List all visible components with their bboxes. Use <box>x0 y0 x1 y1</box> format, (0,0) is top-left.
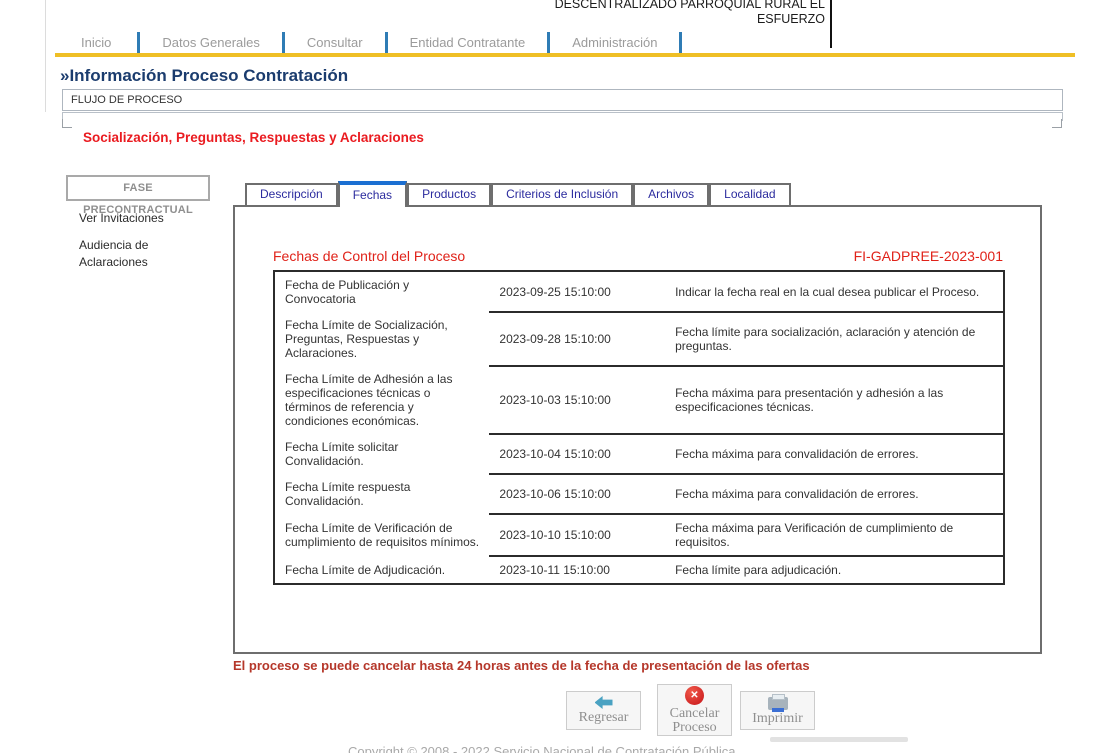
flujo-de-proceso-header: FLUJO DE PROCESO <box>62 89 1063 111</box>
row-label: Fecha de Publicación y Convocatoria <box>285 278 410 306</box>
nav-item-consultar[interactable]: Consultar <box>306 34 363 50</box>
table-row: Fecha Límite de Adjudicación. 2023-10-11… <box>274 555 1004 584</box>
tab-descripcion[interactable]: Descripción <box>245 183 338 207</box>
row-description: Indicar la fecha real en la cual desea p… <box>675 284 980 299</box>
table-row: Fecha Límite de Socialización, Preguntas… <box>274 311 1004 366</box>
print-button[interactable]: Imprimir <box>740 691 815 730</box>
row-date: 2023-10-04 15:10:00 <box>489 433 666 474</box>
row-date: 2023-10-11 15:10:00 <box>489 555 666 584</box>
panel-corner-right <box>1052 119 1062 128</box>
nav-separator <box>547 31 551 53</box>
row-label: Fecha Límite de Verificación de cumplimi… <box>285 521 480 549</box>
copyright-text: Copyright © 2008 - 2022 Servicio Naciona… <box>348 744 740 753</box>
back-button[interactable]: Regresar <box>566 691 641 730</box>
row-description: Fecha máxima para convalidación de error… <box>665 473 1004 514</box>
printer-icon <box>767 694 788 712</box>
row-date: 2023-10-03 15:10:00 <box>489 365 666 434</box>
cancel-warning-text: El proceso se puede cancelar hasta 24 ho… <box>233 658 810 673</box>
tab-bar: Descripción Fechas Productos Criterios d… <box>245 181 791 207</box>
nav-separator <box>384 31 388 53</box>
page-title: »Información Proceso Contratación <box>60 66 349 85</box>
row-label: Fecha Límite respuesta Convalidación. <box>285 480 411 508</box>
process-code: FI-GADPREE-2023-001 <box>853 248 1003 264</box>
row-description: Fecha máxima para presentación y adhesió… <box>665 365 1004 434</box>
row-description: Fecha máxima para convalidación de error… <box>665 433 1004 474</box>
dates-heading: Fechas de Control del Proceso <box>273 248 466 264</box>
container-edge-line <box>45 0 46 112</box>
row-label: Fecha Límite de Adhesión a las especific… <box>285 372 453 428</box>
row-label: Fecha Límite de Socialización, Preguntas… <box>285 318 448 360</box>
table-row: Fecha Límite de Verificación de cumplimi… <box>274 513 1004 556</box>
row-description: Fecha límite para adjudicación. <box>665 555 1004 584</box>
dates-table: Fecha de Publicación y Convocatoria 2023… <box>273 270 1005 585</box>
cancel-process-button[interactable]: ✕ Cancelar Proceso <box>657 684 732 736</box>
nav-item-entidad-contratante[interactable]: Entidad Contratante <box>409 34 526 50</box>
row-label: Fecha Límite de Adjudicación. <box>285 562 446 577</box>
nav-separator <box>137 31 141 53</box>
row-date: 2023-09-28 15:10:00 <box>489 311 666 366</box>
main-nav: Inicio Datos Generales Consultar Entidad… <box>55 31 683 53</box>
header-divider-bar <box>830 0 832 48</box>
nav-item-datos-generales[interactable]: Datos Generales <box>162 34 260 50</box>
back-button-label: Regresar <box>578 710 629 725</box>
row-label: Fecha Límite solicitar Convalidación. <box>285 440 399 468</box>
panel-top-border <box>62 112 1063 121</box>
print-button-label: Imprimir <box>752 711 803 726</box>
sidebar-item-audiencia-aclaraciones[interactable]: Audiencia de Aclaraciones <box>79 238 149 269</box>
fase-precontractual-label: FASE PRECONTRACTUAL <box>66 175 210 216</box>
tab-criterios-inclusion[interactable]: Criterios de Inclusión <box>491 183 634 207</box>
section-title: Socialización, Preguntas, Respuestas y A… <box>83 130 424 145</box>
nav-underline-bar <box>55 53 1075 57</box>
panel-corner-left <box>62 119 72 128</box>
tab-archivos[interactable]: Archivos <box>633 183 710 207</box>
tab-fechas[interactable]: Fechas <box>337 181 408 207</box>
nav-item-inicio[interactable]: Inicio <box>81 34 112 50</box>
row-description: Fecha límite para socialización, aclarac… <box>665 311 1004 366</box>
cancel-button-label: Cancelar Proceso <box>669 705 720 735</box>
tab-localidad[interactable]: Localidad <box>709 183 791 207</box>
footer-divider <box>770 737 908 742</box>
entity-name: DESCENTRALIZADO PARROQUIAL RURAL EL ESFU… <box>554 0 825 26</box>
row-date: 2023-09-25 15:10:00 <box>499 284 611 299</box>
nav-separator <box>679 31 683 53</box>
row-date: 2023-10-06 15:10:00 <box>489 473 666 514</box>
sidebar-item-ver-invitaciones[interactable]: Ver Invitaciones <box>79 211 164 225</box>
nav-item-administracion[interactable]: Administración <box>572 34 658 50</box>
row-date: 2023-10-10 15:10:00 <box>489 513 666 556</box>
table-row: Fecha Límite respuesta Convalidación. 20… <box>274 473 1004 514</box>
row-description: Fecha máxima para Verificación de cumpli… <box>665 513 1004 556</box>
back-arrow-icon <box>594 696 613 709</box>
tab-productos[interactable]: Productos <box>407 183 492 207</box>
table-row: Fecha de Publicación y Convocatoria 2023… <box>274 271 1004 312</box>
table-row: Fecha Límite solicitar Convalidación. 20… <box>274 433 1004 474</box>
table-row: Fecha Límite de Adhesión a las especific… <box>274 365 1004 434</box>
cancel-x-icon: ✕ <box>685 685 704 705</box>
nav-separator <box>281 31 285 53</box>
